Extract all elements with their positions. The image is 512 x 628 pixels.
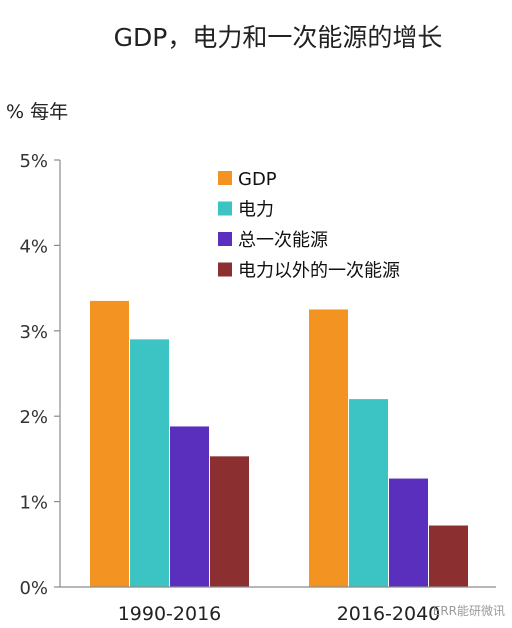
x-category-label: 2016-2040 bbox=[337, 603, 441, 625]
legend-label: GDP bbox=[238, 169, 277, 190]
y-tick-label: 5% bbox=[19, 151, 48, 172]
y-tick-label: 3% bbox=[19, 322, 48, 343]
legend-swatch bbox=[218, 262, 232, 277]
legend-label: 电力以外的一次能源 bbox=[238, 261, 400, 282]
legend-swatch bbox=[218, 232, 232, 246]
bar bbox=[90, 300, 129, 587]
x-category-label: 1990-2016 bbox=[118, 603, 222, 625]
watermark: ERR能研微讯 bbox=[433, 604, 505, 618]
legend-label: 电力 bbox=[238, 200, 274, 221]
legend-label: 总一次能源 bbox=[238, 230, 328, 251]
y-tick-label: 1% bbox=[19, 493, 48, 514]
y-tick-label: 2% bbox=[19, 407, 48, 428]
chart-title: GDP，电力和一次能源的增长 bbox=[114, 23, 443, 52]
axes-group: 0% 1% 2% 3% 4% 5% 1990-2016 2016-2040 bbox=[19, 151, 496, 625]
bar bbox=[210, 456, 249, 587]
bar bbox=[309, 309, 348, 587]
bar bbox=[389, 478, 428, 587]
y-unit-label: % 每年 bbox=[6, 101, 68, 123]
bar bbox=[429, 525, 468, 587]
y-tick-label: 4% bbox=[19, 236, 48, 257]
bar bbox=[349, 399, 388, 587]
bars-group bbox=[90, 300, 468, 587]
legend-swatch bbox=[218, 201, 232, 216]
bar bbox=[170, 426, 209, 587]
y-tick-label: 0% bbox=[19, 578, 48, 599]
bar bbox=[130, 339, 169, 587]
legend-swatch bbox=[218, 171, 232, 185]
